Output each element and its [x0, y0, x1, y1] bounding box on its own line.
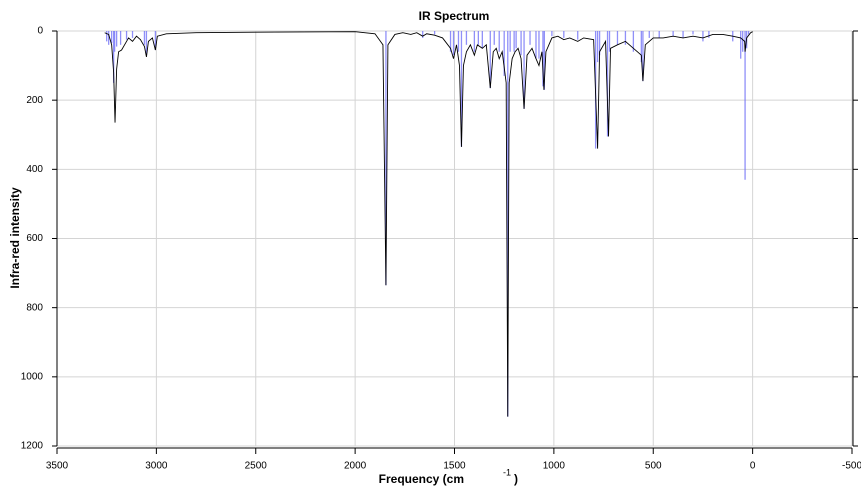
spectrum-curve: [104, 31, 753, 417]
y-tick-label: 0: [37, 26, 43, 37]
x-tick-label: 2000: [344, 461, 367, 472]
x-tick-label: 3500: [46, 461, 69, 472]
y-tick-label: 400: [26, 164, 43, 175]
chart-title: IR Spectrum: [419, 9, 490, 23]
y-tick-label: 800: [26, 302, 43, 313]
x-axis-label: Frequency (cm: [379, 472, 464, 486]
x-tick-label: 3000: [145, 461, 168, 472]
x-tick-label: -500: [842, 461, 861, 472]
y-tick-label: 200: [26, 95, 43, 106]
y-tick-label: 1000: [21, 371, 44, 382]
y-tick-label: 1200: [21, 441, 44, 452]
x-tick-label: 1500: [443, 461, 466, 472]
x-tick-label: 500: [645, 461, 662, 472]
x-tick-label: 2500: [245, 461, 268, 472]
x-tick-label: 1000: [543, 461, 566, 472]
x-axis-label-superscript: -1: [503, 467, 511, 477]
x-tick-label: 0: [750, 461, 756, 472]
x-axis-label-end: ): [514, 472, 518, 486]
y-axis-label: Infra-red intensity: [8, 187, 22, 289]
y-tick-label: 600: [26, 233, 43, 244]
